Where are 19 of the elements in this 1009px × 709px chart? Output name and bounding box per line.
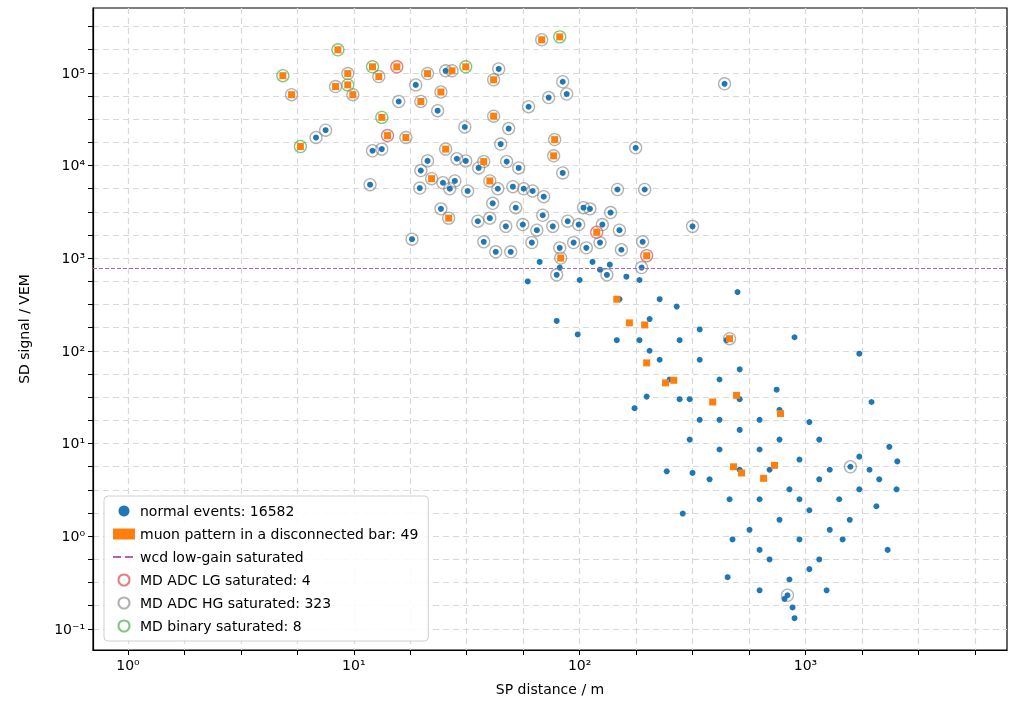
legend-label: muon pattern in a disconnected bar: 49: [140, 526, 419, 542]
x-tick-label: 10³: [793, 657, 818, 673]
legend-label: MD ADC LG saturated: 4: [140, 572, 311, 588]
x-axis-title: SP distance / m: [495, 681, 605, 697]
y-tick-label: 10⁻¹: [54, 620, 85, 637]
x-tick-label: 10⁰: [116, 657, 141, 673]
x-tick-label: 10²: [567, 657, 592, 673]
y-tick-label: 10²: [61, 342, 85, 359]
legend-label: wcd low-gain saturated: [140, 549, 304, 565]
y-tick-label: 10⁴: [61, 157, 86, 174]
legend-label: MD ADC HG saturated: 323: [140, 595, 332, 611]
y-tick-label: 10¹: [61, 435, 85, 452]
y-tick-label: 10⁰: [61, 528, 86, 545]
legend-label: MD binary saturated: 8: [140, 618, 302, 634]
y-tick-label: 10⁵: [61, 64, 85, 81]
y-tick-label: 10³: [61, 250, 85, 267]
y-axis-title: SD signal / VEM: [16, 274, 32, 384]
legend-label: normal events: 16582: [140, 503, 295, 519]
x-tick-label: 10¹: [342, 657, 366, 673]
